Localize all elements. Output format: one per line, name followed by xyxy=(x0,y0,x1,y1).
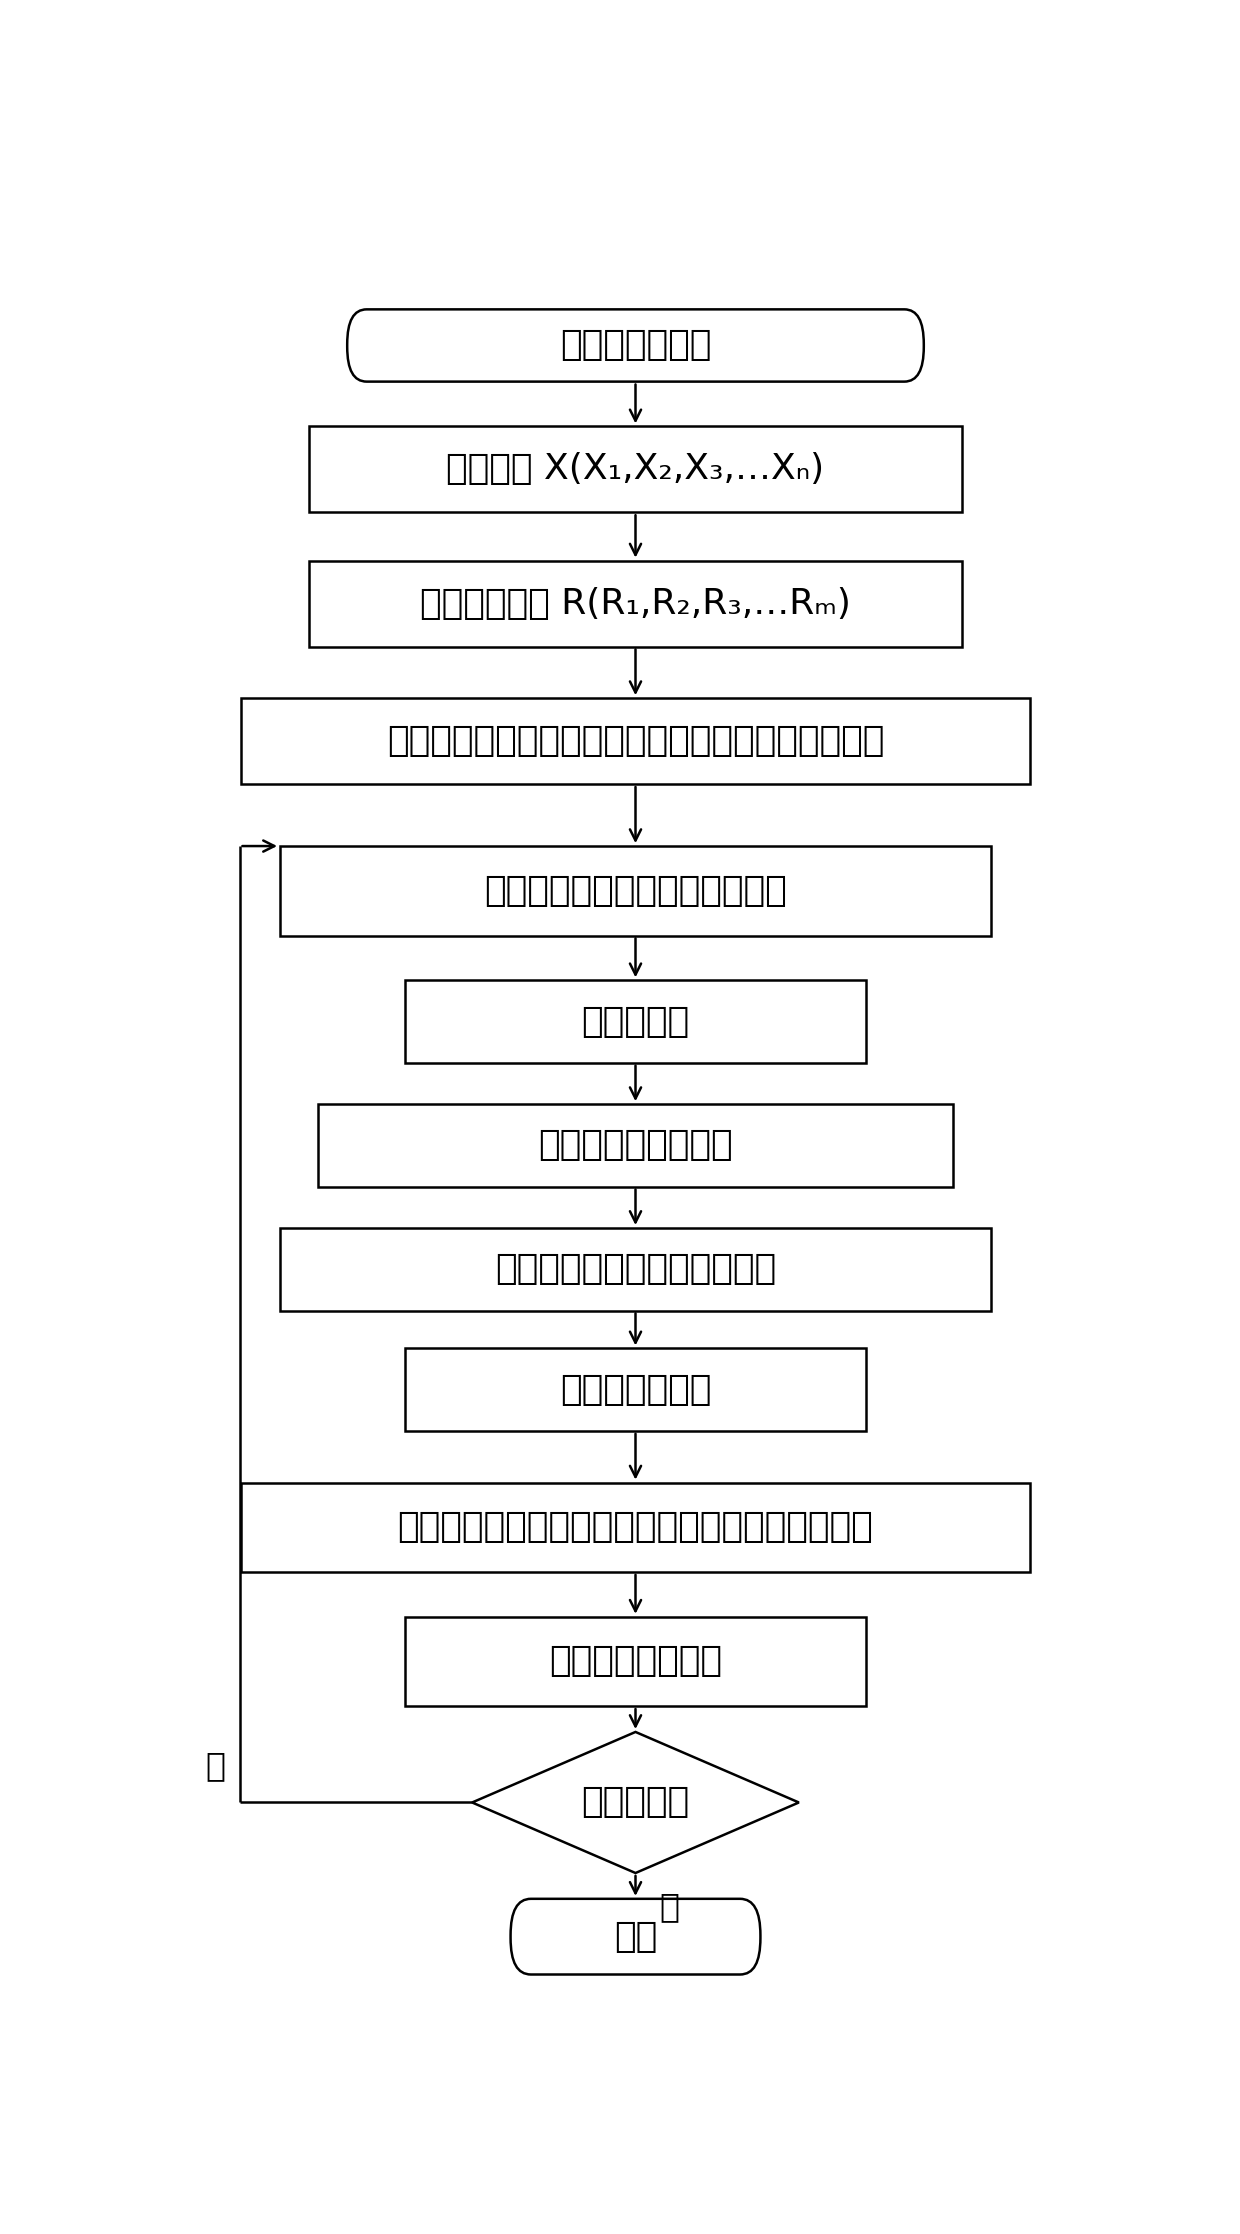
Text: 是: 是 xyxy=(660,1890,680,1923)
Bar xyxy=(404,981,866,1063)
Text: 采用正切算法更新种群中每个体: 采用正切算法更新种群中每个体 xyxy=(484,873,787,907)
Text: 初始种群 X(X₁,X₂,X₃,…Xₙ): 初始种群 X(X₁,X₂,X₃,…Xₙ) xyxy=(446,451,825,487)
Text: 采用多目标参考点机制筛选出种群中前一半的个体: 采用多目标参考点机制筛选出种群中前一半的个体 xyxy=(398,1510,873,1544)
Text: 终止条件？: 终止条件？ xyxy=(582,1785,689,1818)
Bar xyxy=(309,427,962,512)
Bar xyxy=(319,1104,952,1186)
FancyBboxPatch shape xyxy=(511,1899,760,1975)
Text: 快速非支配排序: 快速非支配排序 xyxy=(559,1372,712,1407)
Bar xyxy=(309,561,962,646)
Text: 计算全局最优解集: 计算全局最优解集 xyxy=(549,1644,722,1678)
Polygon shape xyxy=(472,1731,799,1872)
Text: 初始化算法参数: 初始化算法参数 xyxy=(559,328,712,362)
Bar xyxy=(404,1617,866,1707)
Bar xyxy=(242,1483,1029,1573)
Bar xyxy=(280,847,991,936)
Text: 评价种群中每个个体的适应度，初始化全局最优解集: 评价种群中每个个体的适应度，初始化全局最优解集 xyxy=(387,724,884,757)
Bar xyxy=(280,1229,991,1311)
Text: 初始化参考点 R(R₁,R₂,R₃,…Rₘ): 初始化参考点 R(R₁,R₂,R₃,…Rₘ) xyxy=(420,588,851,621)
FancyBboxPatch shape xyxy=(347,308,924,382)
Text: 评价种群中每个个体的适应度: 评价种群中每个个体的适应度 xyxy=(495,1253,776,1287)
Text: 合并更新前后的种群: 合并更新前后的种群 xyxy=(538,1128,733,1162)
Bar xyxy=(242,697,1029,784)
Text: 多项式变异: 多项式变异 xyxy=(582,1005,689,1039)
Bar xyxy=(404,1349,866,1432)
Text: 否: 否 xyxy=(205,1749,226,1783)
Text: 结束: 结束 xyxy=(614,1919,657,1955)
